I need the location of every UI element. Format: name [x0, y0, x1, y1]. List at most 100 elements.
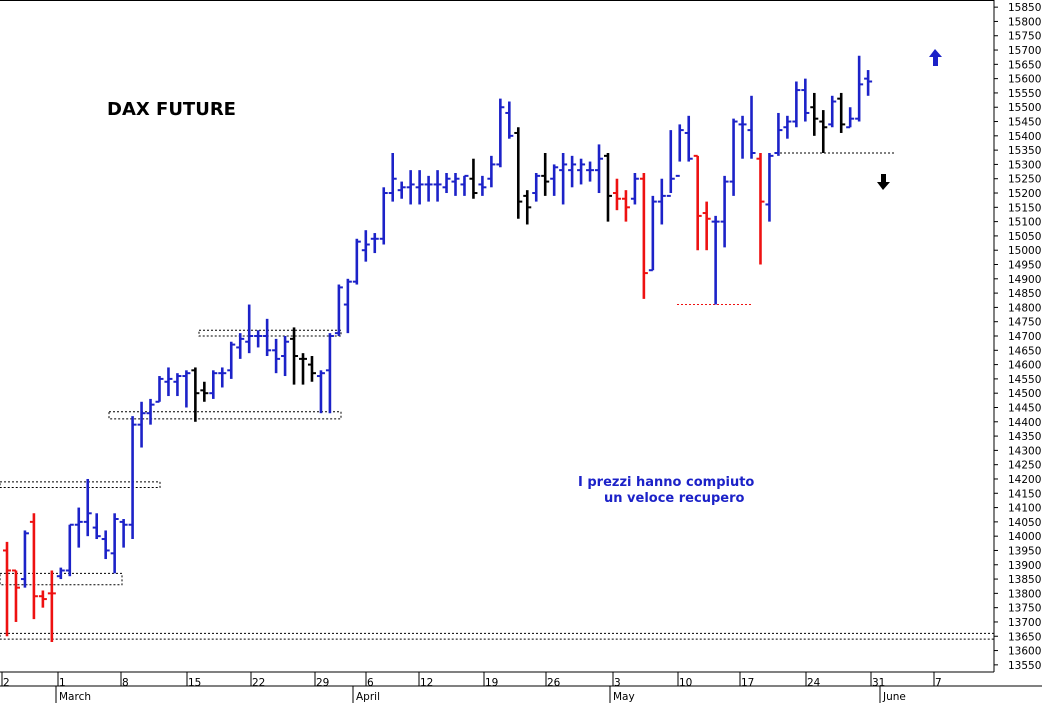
y-tick-label: 15350 — [1008, 145, 1041, 157]
ohlc-bar — [693, 154, 702, 251]
ohlc-bar — [11, 569, 20, 622]
ohlc-bar — [83, 478, 92, 537]
ohlc-bar — [325, 333, 334, 414]
range-box — [108, 411, 342, 420]
x-tick-label: 22 — [252, 677, 265, 689]
ohlc-bar — [299, 353, 308, 385]
month-label: May — [613, 691, 635, 703]
y-tick-label: 14600 — [1008, 360, 1041, 372]
ohlc-bar — [155, 376, 164, 403]
x-tick-label: 2 — [3, 677, 10, 689]
ohlc-bar — [747, 95, 756, 159]
ohlc-bar — [191, 367, 200, 422]
ohlc-bar — [361, 230, 370, 262]
ohlc-bar — [254, 330, 263, 348]
month-label: June — [882, 691, 906, 703]
ohlc-bar — [729, 118, 738, 196]
ohlc-bar — [496, 98, 505, 168]
ohlc-bar — [128, 416, 137, 540]
x-tick-label: 15 — [188, 677, 201, 689]
ohlc-bar — [343, 278, 352, 334]
ohlc-bar — [702, 201, 711, 251]
ohlc-bar — [523, 190, 532, 225]
y-tick-label: 15300 — [1008, 159, 1041, 171]
y-tick-label: 15850 — [1008, 2, 1041, 14]
ohlc-bar — [65, 523, 74, 577]
ohlc-bar — [173, 373, 182, 397]
x-tick-label: 19 — [485, 677, 498, 689]
ohlc-bar — [487, 155, 496, 188]
y-tick-label: 15500 — [1008, 102, 1041, 114]
ohlc-bar — [514, 127, 523, 219]
x-tick-label: 3 — [614, 677, 621, 689]
y-tick-label: 13900 — [1008, 560, 1041, 572]
y-tick-label: 15550 — [1008, 88, 1041, 100]
ohlc-bar — [236, 333, 245, 359]
price-bars — [3, 55, 873, 642]
x-tick-label: 12 — [420, 677, 433, 689]
y-tick-label: 15700 — [1008, 45, 1041, 57]
y-tick-label: 14900 — [1008, 274, 1041, 286]
ohlc-bar — [451, 173, 460, 196]
y-tick-label: 13800 — [1008, 588, 1041, 600]
ohlc-bar — [469, 158, 478, 199]
ohlc-bar — [819, 110, 828, 153]
ohlc-bar — [738, 115, 747, 159]
y-tick-label: 14950 — [1008, 260, 1041, 272]
axes — [0, 0, 1042, 687]
annotation-line-1: I prezzi hanno compiuto — [578, 475, 754, 490]
x-tick-label: 31 — [872, 677, 885, 689]
ohlc-bar — [774, 112, 783, 156]
ohlc-bar — [720, 175, 729, 248]
ohlc-bar — [541, 152, 550, 196]
x-tick-label: 6 — [367, 677, 374, 689]
ohlc-bar — [433, 170, 442, 202]
ohlc-bar — [164, 367, 173, 397]
ohlc-bar — [630, 173, 639, 205]
ohlc-bar — [92, 513, 101, 540]
ohlc-bar — [20, 530, 29, 588]
y-tick-label: 15800 — [1008, 16, 1041, 28]
y-axis-ticks: 13550 13600 13650 13700 13750 13800 13850 13900… — [994, 2, 1041, 672]
ohlc-bar — [74, 507, 83, 548]
ohlc-bar — [137, 401, 146, 448]
ohlc-bar — [209, 370, 218, 399]
ohlc-bar — [478, 175, 487, 196]
ohlc-bar — [245, 304, 254, 354]
ohlc-bar — [595, 144, 604, 194]
down-arrow-icon — [877, 174, 890, 190]
y-tick-label: 13850 — [1008, 574, 1041, 586]
ohlc-bar — [3, 541, 11, 637]
y-tick-label: 14050 — [1008, 517, 1041, 529]
x-axis-ticks: 2 1 8 15 22 29 6 12 19 26 3 10 17 24 31 7 March April May J… — [1, 672, 942, 703]
ohlc-bar — [379, 187, 388, 245]
x-tick-label: 24 — [807, 677, 821, 689]
y-tick-label: 14400 — [1008, 417, 1041, 429]
ohlc-bar — [568, 155, 577, 188]
ohlc-bar — [182, 370, 191, 408]
ohlc-bar — [388, 152, 397, 202]
y-tick-label: 13600 — [1008, 646, 1041, 658]
ohlc-bar — [505, 101, 514, 139]
ohlc-bar — [424, 175, 433, 202]
ohlc-bar — [657, 178, 666, 225]
ohlc-bar — [648, 195, 657, 272]
x-tick-label: 8 — [122, 677, 129, 689]
ohlc-bar — [612, 178, 621, 211]
ohlc-bar — [846, 107, 855, 129]
x-tick-label: 1 — [59, 677, 66, 689]
y-tick-label: 15250 — [1008, 174, 1041, 186]
ohlc-bar — [460, 174, 469, 196]
y-tick-label: 14350 — [1008, 431, 1041, 443]
y-tick-label: 14750 — [1008, 317, 1041, 329]
ohlc-bar — [119, 519, 128, 548]
y-tick-label: 15000 — [1008, 245, 1041, 257]
x-tick-label: 29 — [316, 677, 329, 689]
ohlc-bar — [415, 170, 424, 205]
ohlc-bar — [810, 92, 819, 136]
month-label: March — [59, 691, 91, 703]
ohlc-bar — [756, 152, 765, 265]
ohlc-bar — [352, 238, 361, 285]
ohlc-bar — [281, 336, 290, 377]
